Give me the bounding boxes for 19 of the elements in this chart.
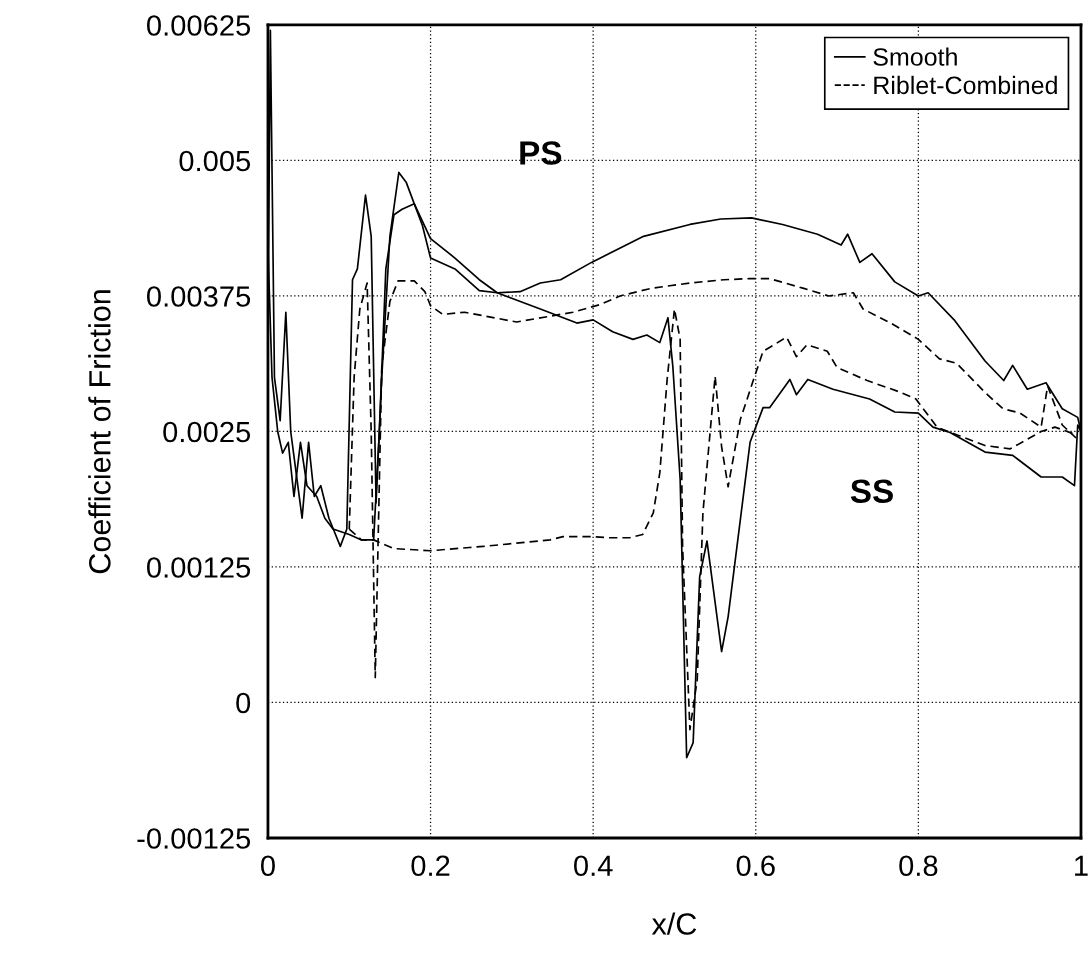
- x-tick-label: 0.8: [899, 855, 938, 877]
- x-axis-title: x/C: [651, 912, 697, 935]
- x-tick-label: 0.4: [574, 855, 613, 877]
- x-tick-label: 0.2: [411, 855, 450, 877]
- x-tick-label: 1: [1075, 855, 1088, 876]
- annotation: PS: [520, 141, 562, 165]
- y-tick-label: 0.00625: [147, 15, 251, 36]
- y-tick-label: 0.0025: [163, 421, 251, 443]
- legend-label: Smooth: [873, 47, 957, 66]
- annotation: SS: [850, 479, 893, 504]
- legend-label: Riblet-Combined: [874, 75, 1057, 95]
- y-axis-title: Coefficient of Friction: [88, 290, 111, 574]
- x-tick-label: 0.6: [736, 855, 775, 877]
- x-tick-label: 0: [260, 855, 275, 877]
- y-tick-label: 0: [236, 692, 251, 714]
- y-tick-label: 0.00375: [147, 286, 251, 307]
- y-tick-label: -0.00125: [137, 828, 251, 849]
- y-tick-label: 0.005: [179, 150, 251, 172]
- y-tick-label: 0.00125: [147, 557, 251, 578]
